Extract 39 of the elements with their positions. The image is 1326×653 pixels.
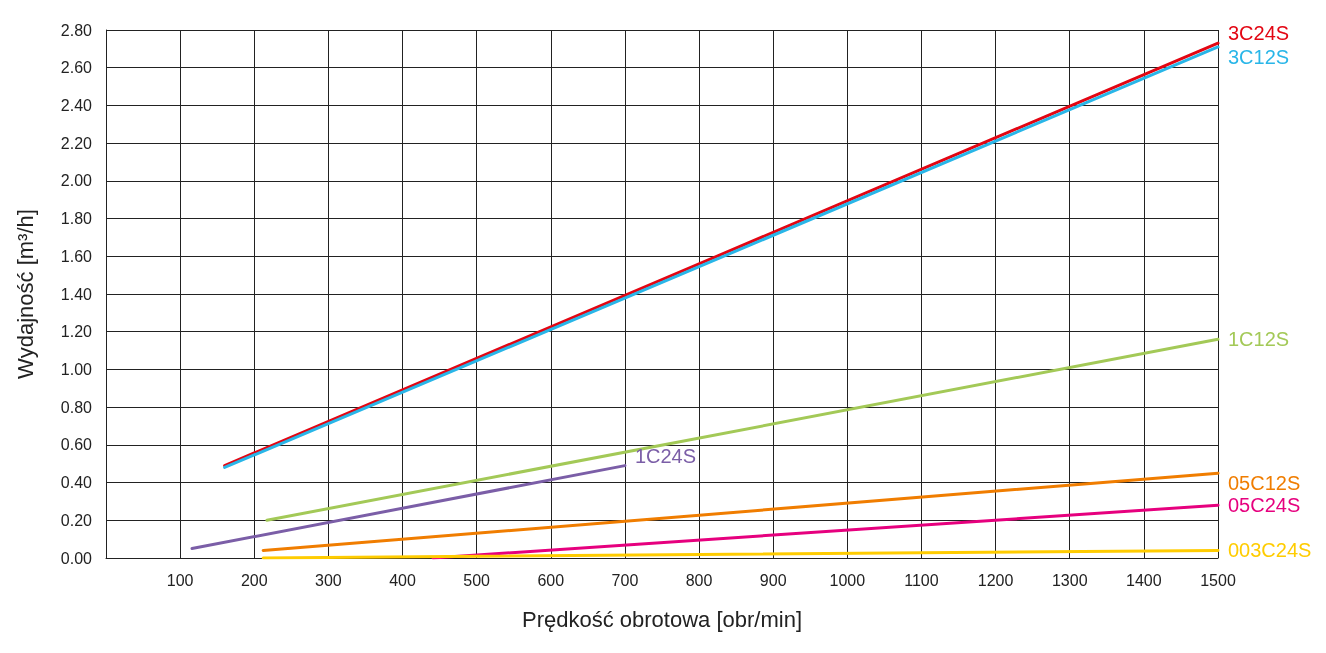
y-tick-label: 0.60 bbox=[60, 436, 93, 454]
x-axis-title: Prędkość obrotowa [obr/min] bbox=[521, 606, 803, 632]
y-tick-label: 2.00 bbox=[60, 172, 93, 190]
x-tick-label: 100 bbox=[166, 571, 194, 589]
y-tick-label: 0.80 bbox=[60, 398, 93, 416]
x-tick-label: 1500 bbox=[1200, 571, 1236, 589]
series-label: 05C12S bbox=[1228, 472, 1301, 495]
x-tick-label: 500 bbox=[463, 571, 491, 589]
x-tick-label: 900 bbox=[759, 571, 787, 589]
y-tick-label: 2.60 bbox=[60, 59, 93, 77]
x-tick-label: 700 bbox=[611, 571, 639, 589]
y-tick-label: 1.00 bbox=[60, 360, 93, 378]
series-label: 3C12S bbox=[1228, 45, 1290, 68]
y-tick-label: 2.40 bbox=[60, 96, 93, 114]
y-tick-label: 1.40 bbox=[60, 285, 93, 303]
y-tick-label: 0.20 bbox=[60, 511, 93, 529]
y-tick-label: 1.60 bbox=[60, 247, 93, 265]
series-label: 003C24S bbox=[1228, 539, 1312, 562]
y-tick-label: 2.80 bbox=[60, 21, 93, 39]
x-tick-label: 600 bbox=[537, 571, 565, 589]
y-tick-label: 0.00 bbox=[60, 549, 93, 567]
x-tick-label: 1400 bbox=[1126, 571, 1162, 589]
y-tick-label: 1.80 bbox=[60, 210, 93, 228]
x-tick-label: 1300 bbox=[1051, 571, 1088, 589]
x-tick-label: 800 bbox=[685, 571, 713, 589]
series-label: 05C24S bbox=[1228, 494, 1301, 517]
series-label: 1C12S bbox=[1228, 328, 1290, 351]
x-tick-label: 1000 bbox=[829, 571, 866, 589]
y-axis-title: Wydajność [m³/h] bbox=[12, 209, 38, 379]
x-tick-label: 1200 bbox=[977, 571, 1014, 589]
y-tick-label: 2.20 bbox=[60, 134, 93, 152]
x-tick-label: 300 bbox=[315, 571, 342, 589]
y-tick-label: 0.40 bbox=[60, 474, 93, 492]
y-tick-label: 1.20 bbox=[60, 323, 93, 341]
series-label: 1C24S bbox=[634, 444, 697, 467]
x-tick-label: 200 bbox=[240, 571, 268, 589]
x-tick-label: 400 bbox=[389, 571, 416, 589]
series-label: 3C24S bbox=[1228, 22, 1290, 45]
x-tick-label: 1100 bbox=[904, 571, 939, 589]
